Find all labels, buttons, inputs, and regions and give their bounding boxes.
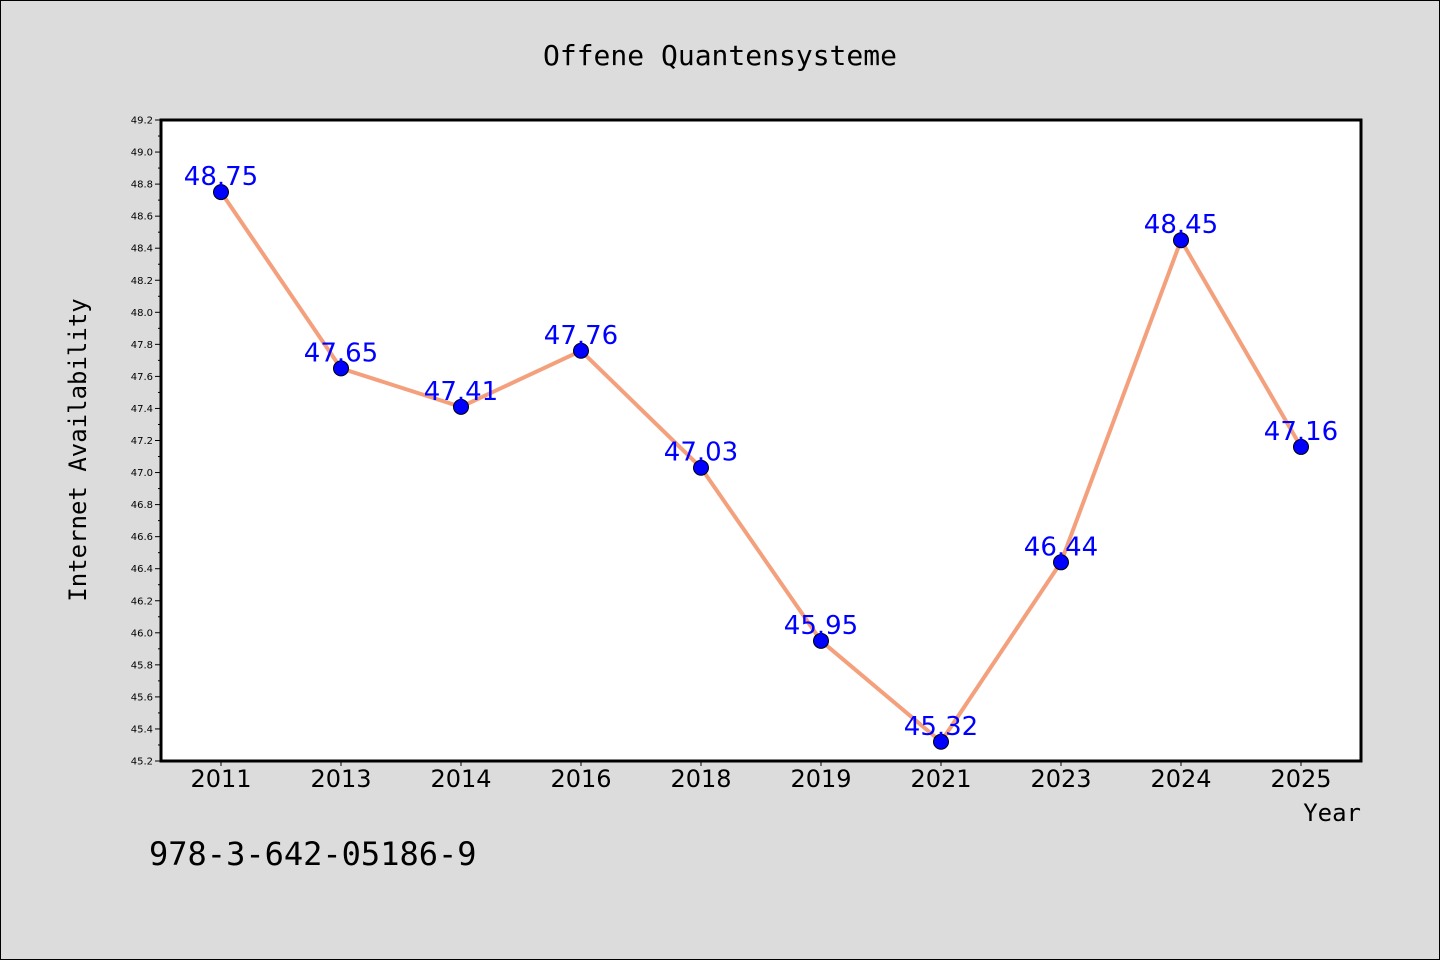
isbn-text: 978-3-642-05186-9 bbox=[149, 835, 477, 873]
plot-area bbox=[159, 118, 1363, 763]
data-label: 47.65 bbox=[304, 338, 378, 368]
data-label: 45.95 bbox=[784, 611, 858, 641]
x-tick-label: 2016 bbox=[550, 765, 611, 793]
y-tick-label: 47.0 bbox=[131, 468, 153, 479]
data-point bbox=[1053, 554, 1069, 571]
data-labels: 48.75 47.65 47.41 47.76 47.03 45.95 45.32 46.44… bbox=[184, 162, 1338, 742]
series-line-path bbox=[219, 190, 1303, 744]
y-tick-label: 45.8 bbox=[131, 660, 153, 671]
y-tick-label: 48.0 bbox=[131, 308, 153, 319]
data-label: 47.76 bbox=[544, 321, 618, 351]
data-point bbox=[453, 398, 469, 415]
y-tick-label: 49.2 bbox=[131, 116, 153, 127]
data-label: 47.41 bbox=[424, 377, 498, 407]
data-point bbox=[933, 733, 949, 750]
y-tick-label: 45.6 bbox=[131, 692, 153, 703]
chart-title: Offene Quantensysteme bbox=[543, 39, 897, 72]
y-tick-label: 46.8 bbox=[131, 500, 153, 511]
y-tick-label: 47.2 bbox=[131, 436, 153, 447]
x-tick-label: 2025 bbox=[1270, 765, 1331, 793]
y-tick-label: 45.4 bbox=[131, 724, 153, 735]
y-tick-label: 48.8 bbox=[131, 180, 153, 191]
y-tick-label: 48.6 bbox=[131, 212, 153, 223]
x-tick-label: 2023 bbox=[1030, 765, 1091, 793]
x-tick-label: 2024 bbox=[1150, 765, 1211, 793]
y-tick-label: 49.0 bbox=[131, 148, 153, 159]
x-tick-label: 2021 bbox=[910, 765, 971, 793]
data-point bbox=[813, 632, 829, 649]
data-point bbox=[333, 360, 349, 377]
data-point bbox=[1173, 232, 1189, 249]
y-tick-label: 48.2 bbox=[131, 276, 153, 287]
data-label: 47.03 bbox=[664, 438, 738, 468]
x-axis-label: Year bbox=[1303, 799, 1361, 827]
data-label: 45.32 bbox=[904, 712, 978, 742]
y-axis: 45.2 45.4 45.6 45.8 46.0 46.2 46.4 46.6 46.8 47.0… bbox=[131, 116, 161, 768]
y-tick-label: 46.6 bbox=[131, 532, 153, 543]
x-tick-label: 2014 bbox=[430, 765, 491, 793]
data-label: 48.45 bbox=[1144, 210, 1218, 240]
data-point bbox=[573, 342, 589, 359]
data-point bbox=[693, 459, 709, 476]
data-label: 48.75 bbox=[184, 162, 258, 192]
data-label: 47.16 bbox=[1264, 417, 1338, 447]
x-axis: 2011 2013 2014 2016 2018 2019 2021 2023 2024 2025 bbox=[190, 761, 1332, 793]
data-point bbox=[213, 184, 229, 201]
x-tick-label: 2013 bbox=[310, 765, 371, 793]
y-axis-label: Internet Availability bbox=[64, 298, 92, 601]
y-tick-label: 48.4 bbox=[131, 244, 153, 255]
y-tick-label: 46.0 bbox=[131, 628, 153, 639]
series-line bbox=[219, 190, 1303, 744]
data-label: 46.44 bbox=[1024, 532, 1098, 562]
series-markers bbox=[213, 184, 1309, 750]
y-tick-label: 47.8 bbox=[131, 340, 153, 351]
y-tick-label: 46.4 bbox=[131, 564, 153, 575]
x-tick-label: 2018 bbox=[670, 765, 731, 793]
y-tick-label: 47.6 bbox=[131, 372, 153, 383]
data-point bbox=[1293, 438, 1309, 455]
x-tick-label: 2011 bbox=[190, 765, 251, 793]
y-tick-label: 46.2 bbox=[131, 596, 153, 607]
y-tick-label: 47.4 bbox=[131, 404, 153, 415]
y-tick-label: 45.2 bbox=[131, 757, 153, 768]
x-tick-label: 2019 bbox=[790, 765, 851, 793]
